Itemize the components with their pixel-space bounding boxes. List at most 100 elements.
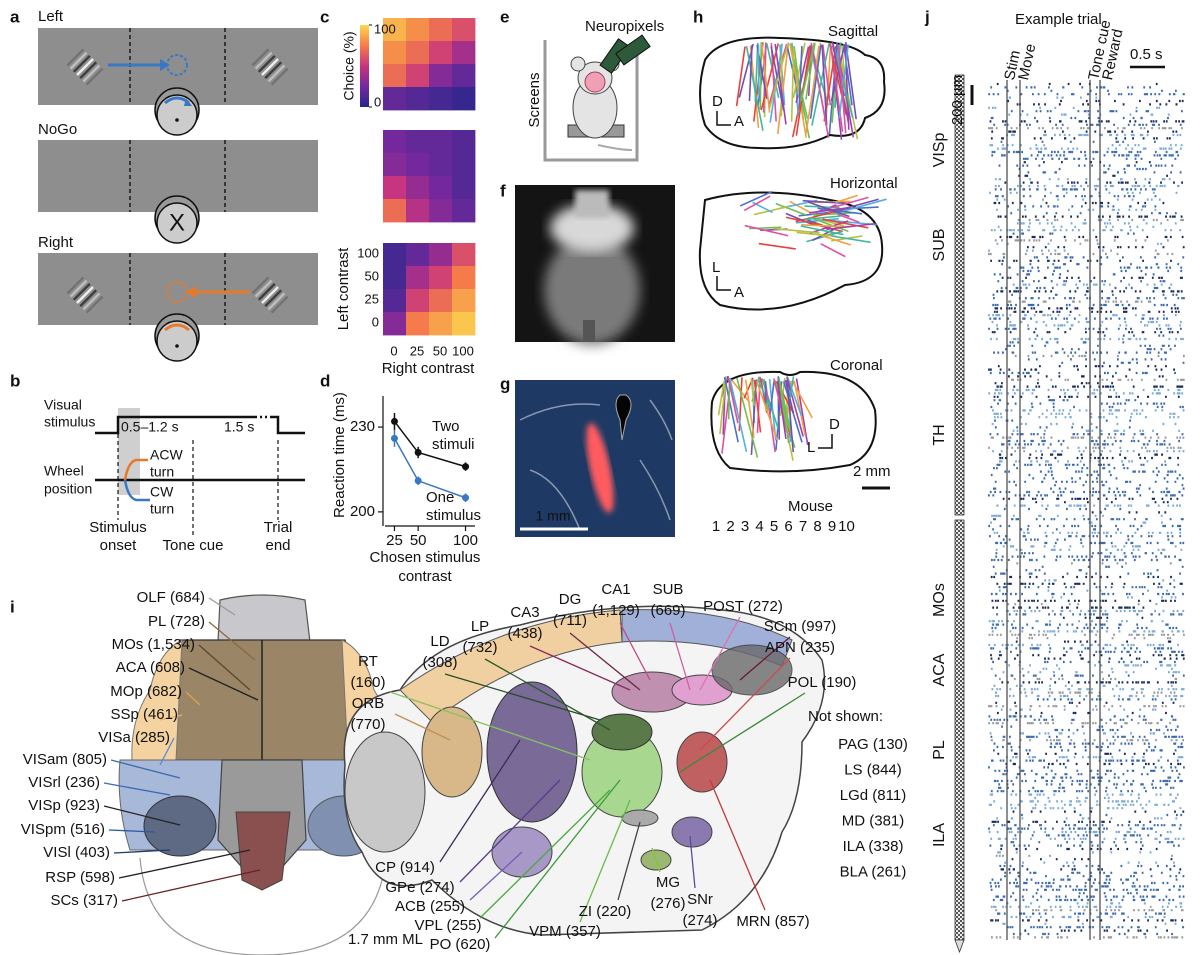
label: 1 mm <box>536 508 571 524</box>
stimulus-trace <box>95 415 255 435</box>
probe-track <box>777 381 787 440</box>
grating <box>261 286 279 304</box>
grating <box>254 51 273 70</box>
probe-track <box>831 235 871 244</box>
wheel <box>156 320 198 362</box>
grating <box>267 292 286 311</box>
heatmap-cell <box>406 312 430 336</box>
leader-line <box>569 632 641 691</box>
label: 25 <box>410 343 424 358</box>
label: 25 <box>365 291 379 306</box>
leader-line <box>159 737 175 766</box>
label: DG <box>559 591 582 608</box>
probe-track <box>768 44 789 109</box>
label: 0 <box>390 343 397 358</box>
grating <box>257 282 276 301</box>
probe-track <box>785 216 823 226</box>
label: ILA <box>931 823 948 847</box>
probe-track <box>735 46 746 107</box>
grating <box>72 54 91 73</box>
label: 1.5 s <box>224 419 254 435</box>
probe-track <box>728 377 748 452</box>
label: Choice (%) <box>341 31 357 100</box>
region <box>217 594 311 648</box>
region <box>143 795 217 857</box>
label: VISp (923) <box>28 797 100 814</box>
label: One <box>426 489 454 506</box>
probe-track <box>822 218 869 229</box>
label: Screens <box>526 72 543 127</box>
mouse-ear <box>570 56 586 72</box>
label: 100 <box>357 245 379 260</box>
grating <box>267 64 286 83</box>
label: ZI (220) <box>579 903 632 920</box>
probe-track <box>770 43 777 122</box>
label: MOs <box>931 583 948 617</box>
label: turn <box>150 501 174 517</box>
probe-track <box>786 375 803 416</box>
heatmap-cell <box>406 87 430 111</box>
label: Horizontal <box>830 175 898 192</box>
heatmap-cell <box>429 41 453 65</box>
grating <box>66 276 85 295</box>
label: ILA (338) <box>843 838 904 855</box>
label: A <box>734 284 744 301</box>
heatmap-cell <box>383 87 407 111</box>
arrow-head <box>186 286 196 298</box>
label: MD (381) <box>842 812 905 829</box>
label: CW <box>150 484 174 500</box>
probe-track <box>586 422 614 514</box>
label: VISp <box>931 133 948 168</box>
grating <box>82 64 101 83</box>
heatmap-cell <box>452 153 476 177</box>
probe-track <box>798 46 803 106</box>
label: 50 <box>365 268 379 283</box>
legend-entry: 1 <box>712 518 720 535</box>
leader-line <box>579 799 631 923</box>
ventricle <box>615 394 632 441</box>
label: SCm (997) <box>764 618 837 635</box>
label: Not shown: <box>808 708 883 725</box>
region <box>676 731 728 793</box>
heatmap-cell <box>406 176 430 200</box>
probe-track <box>811 42 831 126</box>
legend-entry: 10 <box>838 518 855 535</box>
heatmap-cell <box>383 289 407 313</box>
label: Example trial <box>1015 11 1102 28</box>
label: LP <box>471 618 489 635</box>
panel-label: j <box>924 7 930 26</box>
label: VISpm (516) <box>21 821 105 838</box>
photo-head <box>550 204 634 252</box>
drawings <box>38 18 1185 955</box>
probe-track <box>753 379 762 433</box>
probe-track <box>744 379 755 438</box>
grating <box>85 67 104 86</box>
probe-track <box>801 224 850 228</box>
label: VPL (255) <box>415 917 482 934</box>
leader-line <box>208 597 236 616</box>
response-window <box>118 408 140 495</box>
heatmap-cell <box>452 64 476 88</box>
probe-track <box>836 198 887 214</box>
heatmap-cell <box>406 243 430 267</box>
probe-body <box>615 34 651 66</box>
heatmap-cell <box>452 289 476 313</box>
label: SUB <box>653 581 684 598</box>
label: SCs (317) <box>50 892 118 909</box>
data-point <box>462 494 470 502</box>
probe-track <box>736 377 759 458</box>
colorbar-tick-label: 100 <box>374 21 396 36</box>
photo-body <box>544 235 640 345</box>
probe-track <box>798 211 829 217</box>
label: Mouse <box>788 498 833 515</box>
legend-entry: 7 <box>799 518 807 535</box>
x-tick-label: 50 <box>410 532 427 549</box>
label: BLA (261) <box>840 863 907 880</box>
probe-track <box>796 231 837 238</box>
heatmap-cell <box>452 41 476 65</box>
heatmap-cell <box>383 312 407 336</box>
panel-label: f <box>500 181 506 200</box>
leader-line <box>159 714 183 721</box>
probe-track <box>817 207 863 215</box>
leader-line <box>103 805 181 826</box>
